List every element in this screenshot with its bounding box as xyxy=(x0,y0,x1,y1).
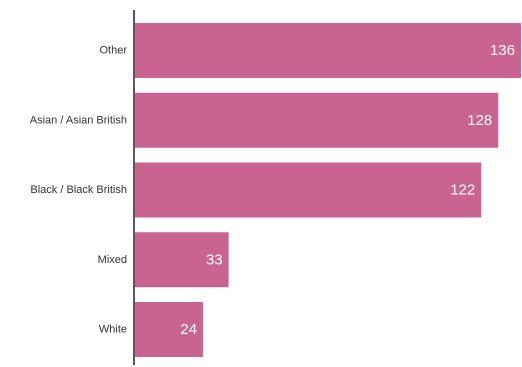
bar xyxy=(135,92,499,148)
bars-layer: 136 128 122 33 24 xyxy=(135,23,521,357)
category-label: Mixed xyxy=(98,254,127,266)
bar xyxy=(135,162,482,218)
category-label: White xyxy=(99,324,127,336)
bar-value-label: 24 xyxy=(180,321,197,338)
bar xyxy=(135,232,229,288)
bar-value-label: 136 xyxy=(490,42,515,59)
bar xyxy=(135,23,521,78)
category-label: Other xyxy=(99,45,127,57)
bar-value-label: 33 xyxy=(206,251,223,268)
category-label: Asian / Asian British xyxy=(30,114,127,126)
category-label: Black / Black British xyxy=(30,184,127,196)
bar xyxy=(135,302,204,357)
bar-value-label: 128 xyxy=(467,112,492,129)
category-labels-layer: Other Asian / Asian British Black / Black … xyxy=(30,45,128,336)
bar-value-label: 122 xyxy=(450,182,475,199)
